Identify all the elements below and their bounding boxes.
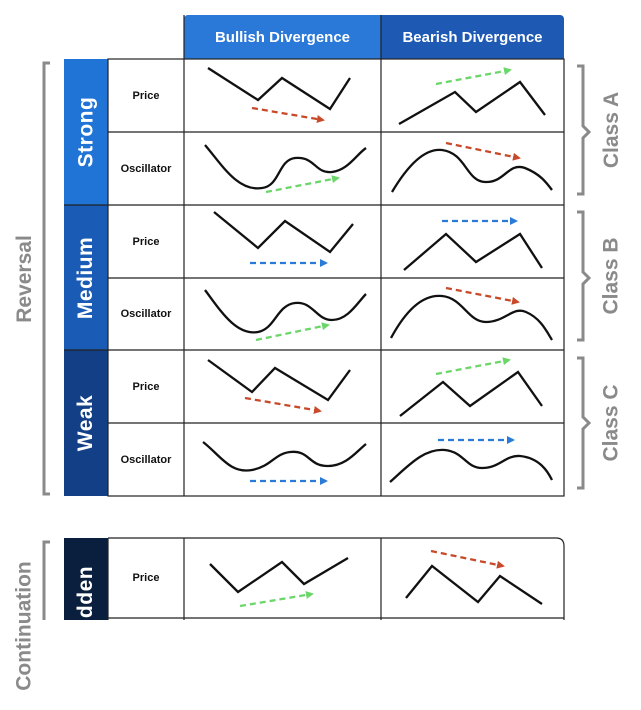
weak-block: [64, 350, 108, 496]
row-label-price: Price: [132, 89, 160, 102]
weak-bearish-oscillator-curve: [389, 448, 554, 483]
weak-bullish-price-arrow: [244, 396, 322, 414]
strength-strong: Strong: [64, 59, 108, 205]
strong-bullish-oscillator-curve: [204, 144, 367, 190]
weak-bearish-price-arrow: [435, 357, 511, 376]
class-c-bracket: [577, 356, 592, 490]
strong-block: [64, 59, 108, 205]
weak-bullish-oscillator-curve: [202, 441, 367, 472]
group-continuation-label: Continuation: [13, 561, 36, 691]
class-b-bracket: [577, 210, 592, 342]
medium-bearish-oscillator-curve: [389, 294, 553, 341]
row-label-price: Price: [132, 380, 160, 393]
strong-bullish-oscillator-arrow: [265, 175, 340, 194]
class-a: Class A: [590, 66, 634, 194]
strength-strong-label: Strong: [74, 96, 97, 168]
medium-bullish-oscillator-arrow: [255, 322, 330, 342]
medium-bearish-price-line: [403, 232, 543, 271]
header-bullish-divergence: Bullish Divergence: [184, 15, 381, 59]
strength-weak-label: Weak: [74, 394, 98, 452]
hidden-bearish-price-line: [405, 564, 543, 605]
medium-block: [64, 205, 108, 350]
group-reversal-label: Reversal: [13, 234, 37, 323]
medium-bearish-oscillator-arrow: [445, 286, 520, 305]
row-label-oscillator: Oscillator: [120, 308, 172, 320]
hidden-bullish-price-line: [209, 557, 349, 594]
strength-medium-label: Medium: [74, 236, 97, 319]
strong-bearish-oscillator-curve: [391, 148, 553, 193]
class-a-label: Class A: [600, 91, 624, 169]
strong-bearish-price-arrow: [435, 67, 512, 86]
class-b: Class B: [590, 212, 634, 340]
group-continuation: Continuation: [0, 542, 50, 710]
strong-bearish-price-line: [398, 80, 546, 125]
weak-bullish-price-line: [207, 359, 351, 402]
medium-bullish-price-line: [213, 211, 354, 254]
group-reversal: Reversal: [0, 63, 50, 494]
row-label-price: Price: [132, 572, 160, 584]
header-bearish-divergence: Bearish Divergence: [381, 15, 564, 59]
reversal-bracket: [42, 61, 50, 496]
medium-bullish-oscillator-curve: [204, 289, 367, 334]
weak-bearish-price-line: [399, 370, 543, 417]
strong-bullish-price-line: [207, 67, 351, 111]
row-label-oscillator: Oscillator: [120, 162, 172, 175]
table-grid: [64, 15, 565, 620]
strong-bearish-oscillator-arrow: [445, 141, 521, 161]
hidden-bearish-price-arrow: [430, 549, 505, 569]
class-b-label: Class B: [600, 237, 624, 315]
row-label-price: Price: [132, 235, 160, 248]
strength-hidden-label: Hidden: [74, 565, 98, 641]
hidden-block: [64, 538, 108, 620]
strength-medium: Medium: [64, 205, 108, 350]
class-c-label: Class C: [600, 384, 624, 462]
continuation-bracket: [42, 540, 50, 620]
strength-weak: Weak: [64, 350, 108, 496]
divergence-diagram: [42, 15, 592, 620]
strong-bullish-price-arrow: [251, 106, 325, 123]
row-label-oscillator: Oscillator: [120, 453, 172, 466]
strength-hidden: Hidden: [64, 538, 108, 668]
class-c: Class C: [590, 358, 634, 488]
class-a-bracket: [577, 64, 592, 196]
hidden-bullish-price-arrow: [239, 591, 314, 608]
